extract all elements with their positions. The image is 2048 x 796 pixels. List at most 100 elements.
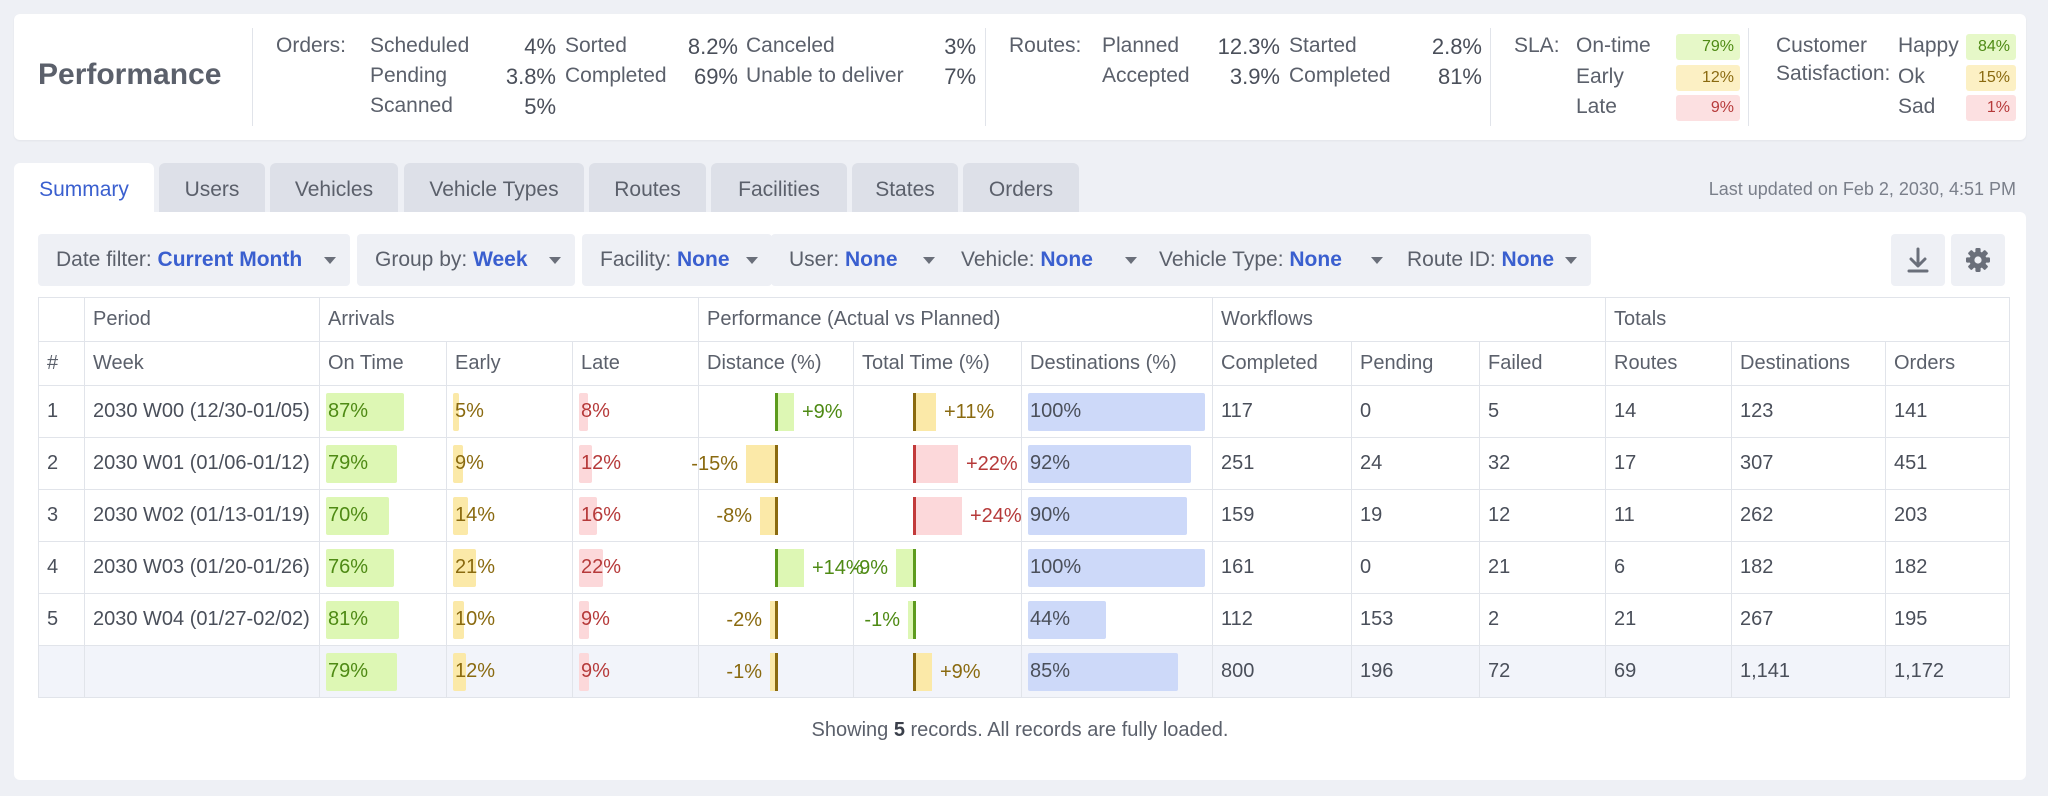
column-header-total-time[interactable]: Total Time (%): [853, 341, 1022, 386]
column-header-destinations-pct[interactable]: Destinations (%): [1021, 341, 1213, 386]
column-header-on-time[interactable]: On Time: [319, 341, 447, 386]
tab-summary[interactable]: Summary: [14, 163, 154, 216]
route-id-filter-dropdown[interactable]: Route ID: None: [1389, 234, 1591, 286]
orders-stat-label: Completed: [565, 64, 667, 87]
column-header-destinations[interactable]: Destinations: [1731, 341, 1886, 386]
total-time-cell-diverging-bar: -9%: [852, 542, 1021, 593]
total-time-cell: +24%: [853, 489, 1022, 542]
early-cell-value: 14%: [455, 504, 496, 526]
filter-value: Week: [473, 248, 528, 271]
csat-label: Customer: [1776, 34, 1868, 57]
table-row: 2 2030 W01 (01/06-01/12) 79% 9% 12% -15% +22% 9…: [38, 437, 2010, 490]
distance-cell: +14%: [698, 541, 864, 594]
orders-stat-value: 69%: [693, 64, 738, 89]
routes-stat-value: 12.3%: [1217, 34, 1280, 59]
diverging-bar-axis: [913, 393, 916, 431]
early-cell-bar: [453, 653, 467, 691]
early-cell: 9%: [446, 437, 573, 490]
orders-stat-label: Scanned: [370, 94, 453, 117]
late-cell: 9%: [572, 593, 699, 646]
records-status-text: Showing 5 records. All records are fully…: [14, 719, 2026, 742]
sla-stat-label: Late: [1576, 95, 1617, 118]
diverging-bar-label: +9%: [802, 401, 843, 423]
chevron-down-icon: [1565, 257, 1577, 264]
tab-orders[interactable]: Orders: [963, 163, 1079, 213]
destinations-cell-value: 123: [1740, 400, 1774, 422]
sla-early-badge: 12%: [1676, 65, 1740, 91]
vehicle-type-filter-dropdown[interactable]: Vehicle Type: None: [1141, 234, 1397, 286]
settings-button[interactable]: [1951, 234, 2005, 286]
late-cell: 9%: [572, 645, 699, 698]
performance-summary-card: Performance Orders: Scheduled 4% Pending…: [14, 14, 2026, 140]
column-header-early[interactable]: Early: [446, 341, 573, 386]
column-header-late[interactable]: Late: [572, 341, 699, 386]
destinations-pct-cell: 90%: [1021, 489, 1213, 542]
total-time-cell: +22%: [853, 437, 1022, 490]
total-time-cell-diverging-bar: +22%: [854, 438, 1021, 489]
filter-label: User:: [789, 248, 846, 271]
group-by-dropdown[interactable]: Group by: Week: [357, 234, 575, 286]
routes-cell-value: 14: [1614, 400, 1637, 422]
column-header-failed[interactable]: Failed: [1479, 341, 1606, 386]
orders-stat-value: 8.2%: [687, 34, 738, 59]
tab-routes[interactable]: Routes: [589, 163, 706, 213]
sla-label: SLA:: [1514, 34, 1560, 57]
total-time-cell-diverging-bar: -1%: [854, 594, 1021, 645]
tab-states[interactable]: States: [852, 163, 958, 213]
destinations-pct-cell-value: 44%: [1030, 608, 1071, 630]
user-filter-dropdown[interactable]: User: None: [771, 234, 949, 286]
download-button[interactable]: [1891, 234, 1945, 286]
total-time-cell: -9%: [852, 541, 1022, 594]
orders-stat-value: 5%: [524, 94, 556, 119]
completed-cell-value: 112: [1221, 608, 1253, 630]
orders-cell-value: 141: [1894, 400, 1928, 422]
column-header-distance[interactable]: Distance (%): [698, 341, 854, 386]
total-time-cell: +11%: [853, 385, 1022, 438]
table-row: 1 2030 W00 (12/30-01/05) 87% 5% 8% +9% +11% 100…: [38, 385, 2010, 438]
early-cell: 10%: [446, 593, 573, 646]
orders-stat-value: 4%: [524, 34, 556, 59]
orders-cell-value: 203: [1894, 504, 1928, 526]
tab-users[interactable]: Users: [159, 163, 265, 213]
facility-filter-dropdown[interactable]: Facility: None: [582, 234, 772, 286]
row-number-cell: 1: [38, 385, 85, 438]
row-number-cell-value: 3: [47, 504, 59, 526]
early-cell-value: 21%: [455, 556, 496, 578]
destinations-pct-cell-bar: [1028, 601, 1106, 639]
completed-cell-value: 117: [1221, 400, 1253, 422]
tab-vehicles[interactable]: Vehicles: [270, 163, 398, 213]
diverging-bar-axis: [775, 549, 778, 587]
destinations-cell-value: 1,141: [1740, 660, 1791, 682]
diverging-bar-fill: [776, 549, 804, 587]
row-number-cell: 4: [38, 541, 85, 594]
column-header-orders[interactable]: Orders: [1885, 341, 2010, 386]
column-header-number[interactable]: #: [38, 341, 85, 386]
date-filter-dropdown[interactable]: Date filter: Current Month: [38, 234, 350, 286]
failed-cell: 2: [1479, 593, 1606, 646]
early-cell-bar: [453, 445, 463, 483]
late-cell-bar: [579, 601, 589, 639]
column-header-week[interactable]: Week: [84, 341, 386, 386]
pending-cell: 19: [1351, 489, 1480, 542]
filter-value: Current Month: [157, 248, 303, 271]
destinations-pct-cell-bar: [1028, 653, 1179, 691]
on-time-cell-bar: [326, 549, 395, 587]
diverging-bar-label: -2%: [726, 609, 762, 631]
on-time-cell-bar: [326, 445, 398, 483]
destinations-cell: 123: [1731, 385, 1886, 438]
vehicle-filter-dropdown[interactable]: Vehicle: None: [943, 234, 1151, 286]
row-number-cell-value: 1: [47, 400, 59, 422]
completed-cell: 117: [1212, 385, 1352, 438]
tab-facilities[interactable]: Facilities: [711, 163, 847, 213]
destinations-pct-cell-value: 100%: [1030, 400, 1082, 422]
tab-vehicle-types[interactable]: Vehicle Types: [404, 163, 584, 213]
completed-cell-value: 159: [1221, 504, 1255, 526]
pending-cell-value: 196: [1360, 660, 1394, 682]
destinations-cell: 1,141: [1731, 645, 1886, 698]
column-header-pending[interactable]: Pending: [1351, 341, 1480, 386]
pending-cell: 0: [1351, 541, 1480, 594]
column-header-routes[interactable]: Routes: [1605, 341, 1732, 386]
pending-cell: 153: [1351, 593, 1480, 646]
column-header-completed[interactable]: Completed: [1212, 341, 1352, 386]
diverging-bar-label: -15%: [691, 453, 738, 475]
